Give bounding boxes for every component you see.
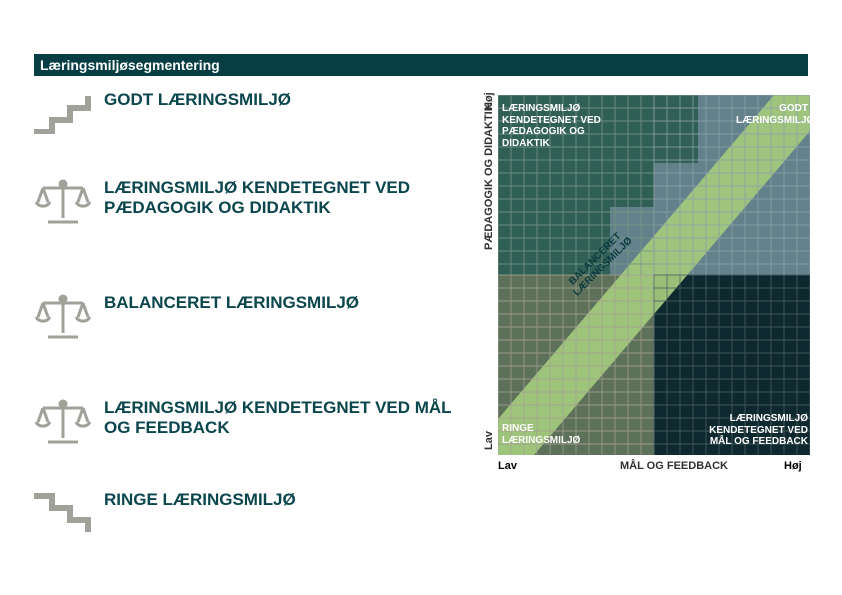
maal-icon	[34, 396, 94, 451]
paed-label: LÆRINGSMILJØ KENDETEGNET VED PÆDAGOGIK O…	[104, 178, 454, 219]
x-axis-high: Høj	[784, 460, 802, 472]
quad-tl-label: LÆRINGSMILJØ KENDETEGNET VED PÆDAGOGIK O…	[502, 103, 612, 149]
y-axis-low: Lav	[483, 431, 495, 450]
godt-label: GODT LÆRINGSMILJØ	[104, 90, 454, 110]
quad-tr-label: GODT LÆRINGSMILJØ	[736, 103, 808, 126]
x-axis-low: Lav	[498, 460, 517, 472]
godt-icon	[34, 88, 94, 139]
quadrant-chart: LÆRINGSMILJØ KENDETEGNET VED PÆDAGOGIK O…	[498, 95, 810, 455]
header-bar: Læringsmiljøsegmentering	[34, 54, 808, 76]
maal-label: LÆRINGSMILJØ KENDETEGNET VED MÅL OG FEED…	[104, 398, 454, 439]
paed-icon	[34, 176, 94, 231]
bal-icon	[34, 291, 94, 346]
ringe-label: RINGE LÆRINGSMILJØ	[104, 490, 454, 510]
quad-bl-label: RINGE LÆRINGSMILJØ	[502, 423, 612, 446]
ringe-icon	[34, 488, 94, 539]
quad-br-label: LÆRINGSMILJØ KENDETEGNET VED MÅL OG FEED…	[698, 413, 808, 448]
y-axis-high: Høj	[483, 92, 495, 110]
y-axis-label: PÆDAGOGIK OG DIDAKTIK	[483, 103, 495, 250]
bal-label: BALANCERET LÆRINGSMILJØ	[104, 293, 454, 313]
x-axis-label: MÅL OG FEEDBACK	[620, 460, 728, 472]
header-title: Læringsmiljøsegmentering	[40, 57, 220, 73]
